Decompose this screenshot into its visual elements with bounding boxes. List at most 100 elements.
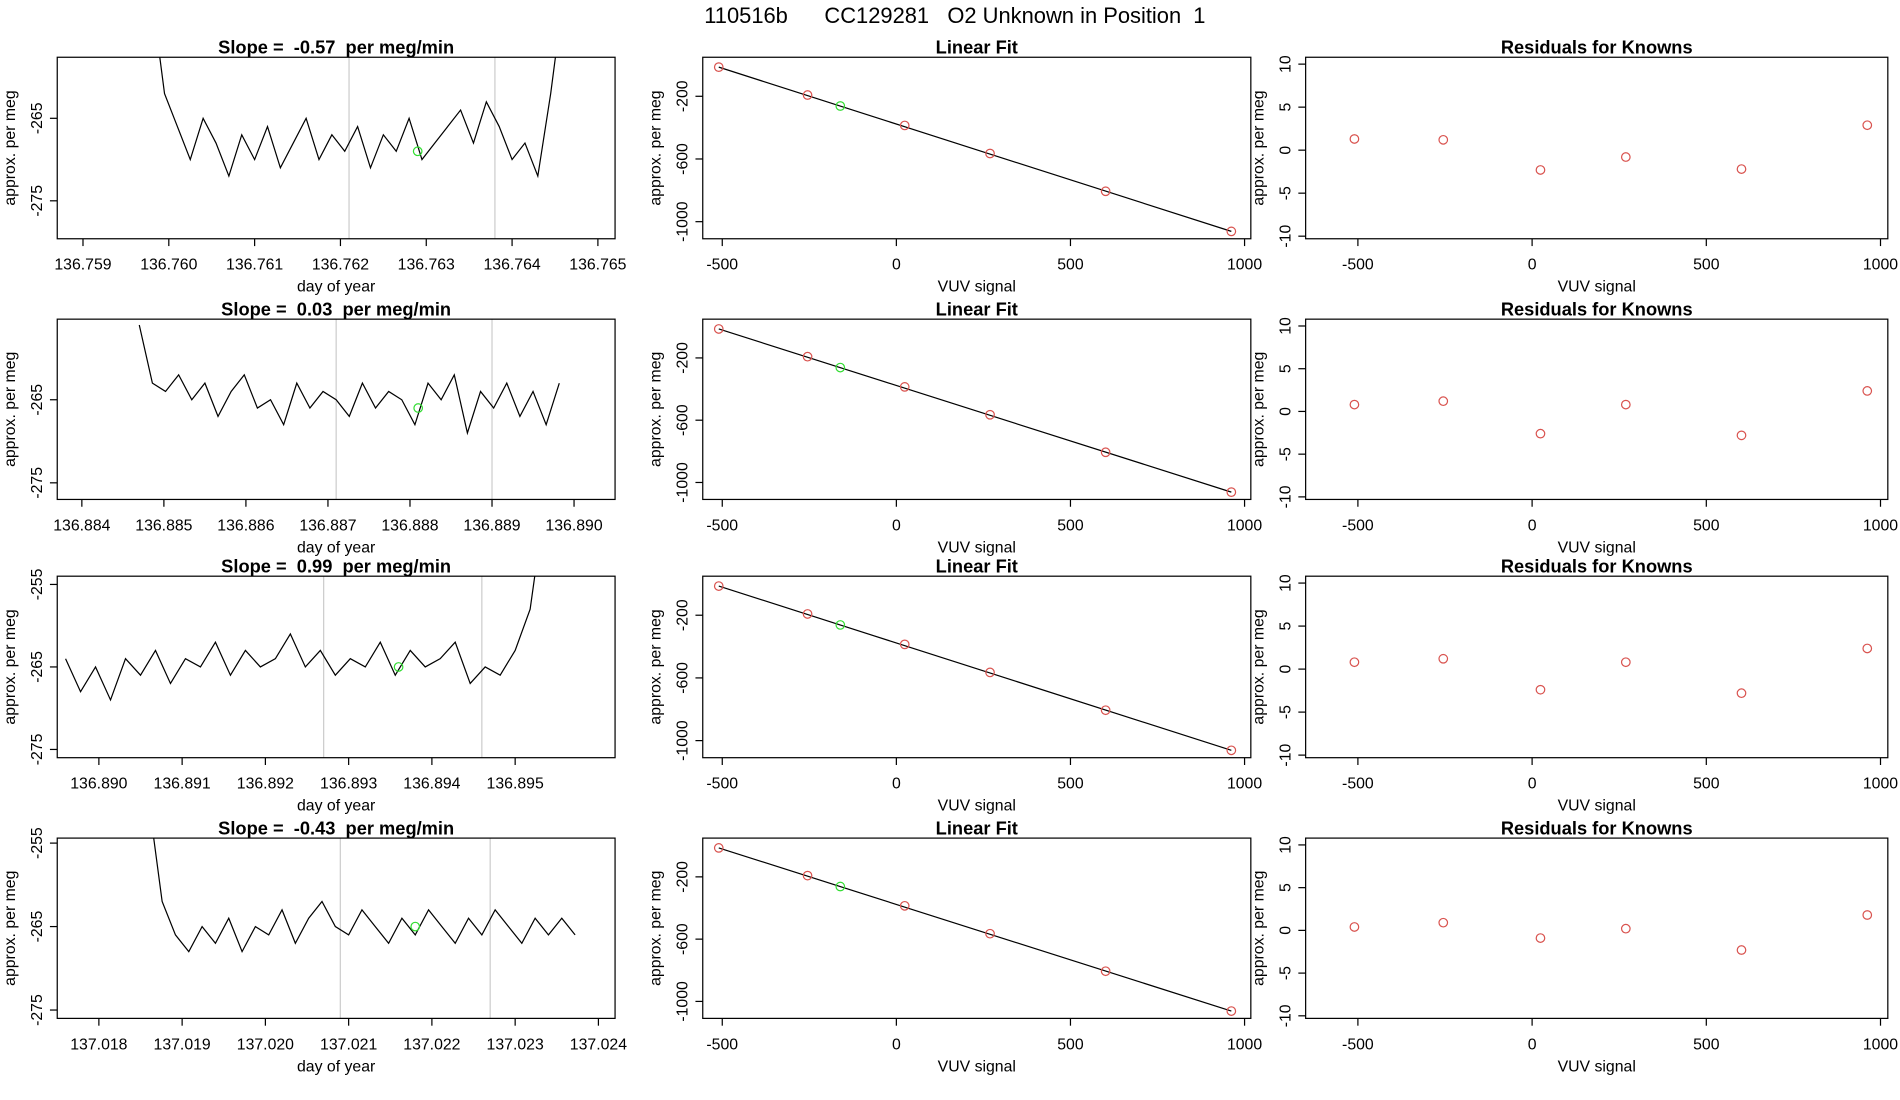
plot-area <box>713 62 1237 237</box>
x-tick-label: 500 <box>1693 776 1720 793</box>
point <box>899 382 910 392</box>
panel-title: Residuals for Knowns <box>1501 37 1693 58</box>
point <box>713 324 724 334</box>
x-tick-label: 1000 <box>1863 1036 1898 1053</box>
x-tick-label: 1000 <box>1227 776 1262 793</box>
x-tick-label: 500 <box>1693 517 1720 534</box>
x-tick-label: 0 <box>892 257 901 274</box>
point <box>985 148 995 159</box>
point <box>835 620 846 630</box>
point <box>1862 643 1873 654</box>
panel-title: Linear Fit <box>936 298 1018 319</box>
point <box>899 639 910 650</box>
point <box>1620 399 1631 410</box>
fit-line <box>718 66 1232 232</box>
panel: Slope = 0.03 per meg/min day of year appro… <box>2 298 616 556</box>
point <box>1100 447 1111 458</box>
data-line <box>138 324 560 436</box>
x-tick-label: 500 <box>1057 257 1084 274</box>
x-tick-label: -500 <box>1342 257 1374 274</box>
point <box>1620 657 1631 668</box>
y-tick-label: -200 <box>674 861 691 893</box>
y-tick-label: -10 <box>1277 743 1294 766</box>
point <box>1349 134 1360 144</box>
x-tick-label: 136.759 <box>54 257 111 274</box>
point <box>1438 653 1449 664</box>
plot-frame <box>56 837 616 1019</box>
data-line <box>159 57 557 179</box>
x-tick-label: 500 <box>1057 517 1084 534</box>
point <box>1226 745 1237 756</box>
x-axis-label: VUV signal <box>1558 798 1636 815</box>
x-tick-label: 1000 <box>1863 776 1898 793</box>
x-tick-label: 137.018 <box>70 1036 127 1053</box>
x-tick-label: 136.886 <box>217 517 274 534</box>
y-tick-label: -600 <box>674 404 691 436</box>
panel: Linear Fit VUV signal approx. per meg -500 0… <box>648 298 1263 556</box>
point <box>802 609 813 619</box>
y-axis-label: approx. per meg <box>2 871 19 986</box>
point <box>899 900 910 911</box>
y-tick-label: -10 <box>1277 485 1294 508</box>
point <box>1535 684 1546 695</box>
point <box>1349 399 1360 410</box>
plot-frame <box>56 575 616 759</box>
point <box>1736 430 1747 441</box>
y-tick-label: 5 <box>1277 103 1294 112</box>
unknown-point <box>393 662 404 672</box>
plot-area <box>153 838 576 1019</box>
point <box>1862 120 1873 131</box>
point <box>985 667 995 678</box>
y-tick-label: 10 <box>1277 574 1294 592</box>
x-tick-label: 500 <box>1057 1036 1084 1053</box>
x-tick-label: -500 <box>1342 1036 1374 1053</box>
x-tick-label: 1000 <box>1227 257 1262 274</box>
x-tick-label: 136.895 <box>487 776 544 793</box>
point <box>802 351 813 362</box>
point <box>1620 152 1631 162</box>
point <box>985 409 995 420</box>
y-tick-label: 5 <box>1277 364 1294 373</box>
x-tick-label: 0 <box>1528 517 1537 534</box>
y-tick-label: 0 <box>1277 407 1294 416</box>
panel: Linear Fit VUV signal approx. per meg -500 0… <box>648 555 1263 814</box>
plot-area <box>1349 643 1873 699</box>
y-tick-label: -275 <box>29 467 46 499</box>
fit-line <box>718 328 1232 493</box>
panel-title: Residuals for Knowns <box>1501 298 1693 319</box>
y-tick-label: 10 <box>1277 836 1294 854</box>
x-tick-label: 0 <box>1528 1036 1537 1053</box>
y-axis-label: approx. per meg <box>648 90 665 205</box>
plot-frame <box>1305 318 1889 501</box>
x-axis-label: VUV signal <box>938 1058 1016 1075</box>
y-axis-label: approx. per meg <box>1251 609 1268 724</box>
x-tick-label: 136.891 <box>154 776 211 793</box>
x-tick-label: 136.887 <box>299 517 356 534</box>
plot-area <box>65 576 536 758</box>
x-tick-label: 136.760 <box>140 257 197 274</box>
y-axis-label: approx. per meg <box>648 871 665 986</box>
y-tick-label: -265 <box>29 102 46 134</box>
x-axis-label: day of year <box>297 539 376 556</box>
x-tick-label: 500 <box>1693 257 1720 274</box>
y-axis-label: approx. per meg <box>648 609 665 724</box>
y-tick-label: -265 <box>29 651 46 683</box>
point <box>1438 134 1449 145</box>
y-tick-label: -265 <box>29 911 46 943</box>
x-tick-label: 137.021 <box>320 1036 377 1053</box>
y-axis-label: approx. per meg <box>1251 871 1268 986</box>
y-tick-label: 10 <box>1277 317 1294 335</box>
x-tick-label: 136.893 <box>320 776 377 793</box>
y-tick-label: -5 <box>1277 705 1294 719</box>
unknown-point <box>413 403 424 413</box>
x-tick-label: -500 <box>706 1036 738 1053</box>
x-tick-label: 136.884 <box>53 517 110 534</box>
point <box>713 843 724 853</box>
x-tick-label: 137.023 <box>487 1036 544 1053</box>
x-tick-label: 500 <box>1693 1036 1720 1053</box>
x-tick-label: 136.763 <box>398 257 455 274</box>
point <box>1438 396 1449 407</box>
y-tick-label: -10 <box>1277 225 1294 248</box>
